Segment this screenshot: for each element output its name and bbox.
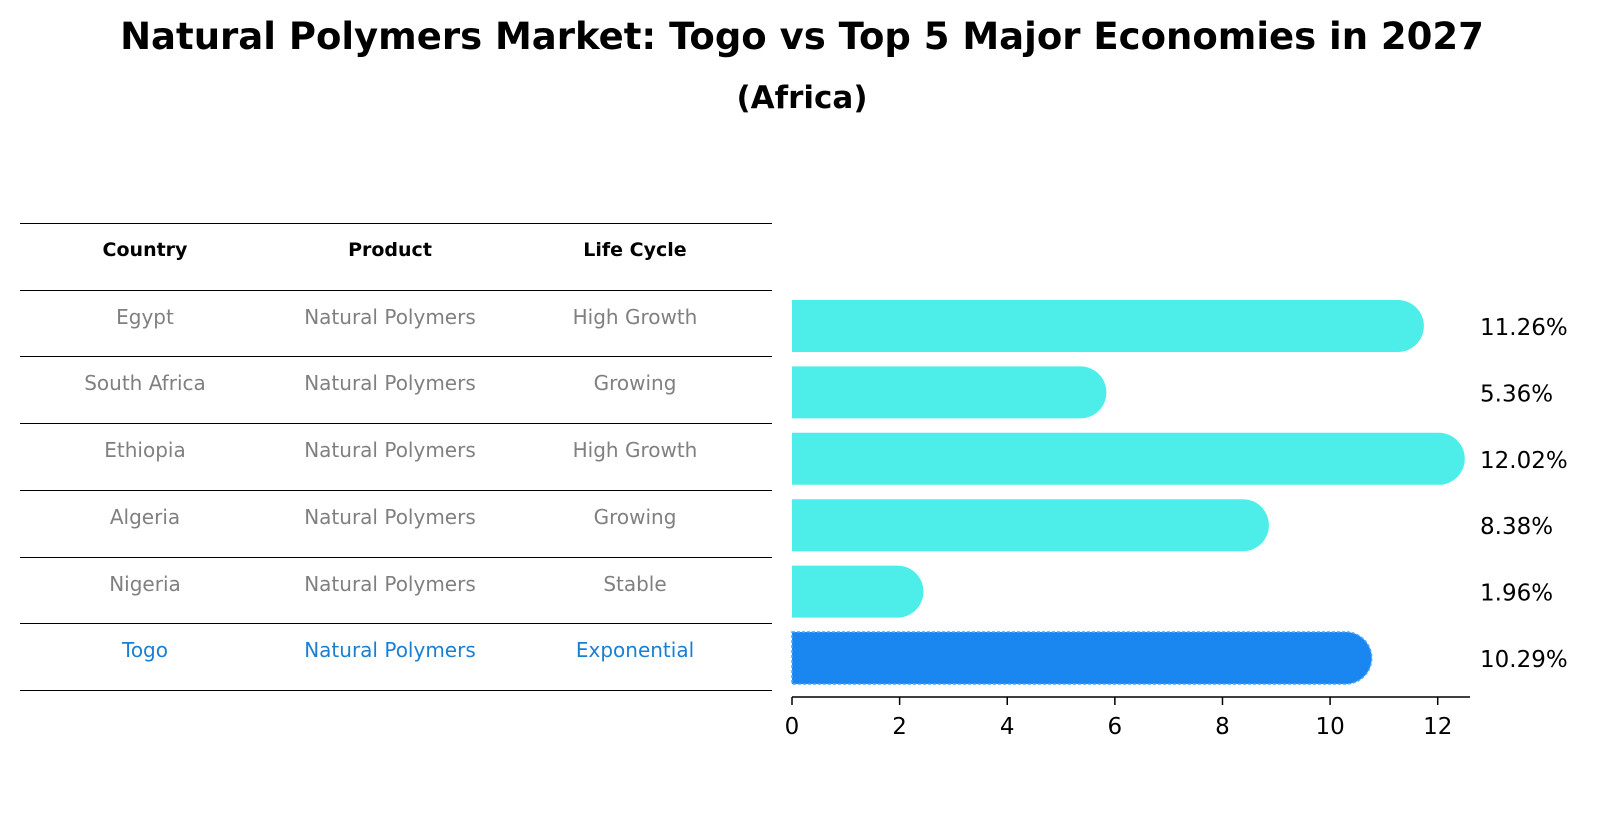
header-country: Country [102, 239, 188, 261]
bar-highlight [791, 631, 1373, 685]
cell-product: Natural Polymers [304, 305, 476, 329]
bar [792, 499, 1269, 552]
cell-country: Nigeria [109, 572, 181, 596]
x-tick-label: 0 [785, 714, 800, 740]
bar-value-label: 8.38% [1480, 514, 1553, 540]
table-rule [20, 490, 772, 491]
cell-product: Natural Polymers [304, 371, 476, 395]
bar-value-label: 5.36% [1480, 381, 1553, 407]
cell-country: Ethiopia [104, 438, 186, 462]
cell-country-highlight: Togo [122, 638, 168, 662]
bar-value-label: 10.29% [1480, 647, 1568, 673]
x-tick-label: 2 [892, 714, 907, 740]
x-tick-label: 10 [1315, 714, 1344, 740]
x-tick-label: 8 [1215, 714, 1230, 740]
table-rule [20, 623, 772, 624]
x-tick-label: 12 [1423, 714, 1452, 740]
table-rule [20, 356, 772, 357]
header-product: Product [348, 239, 432, 261]
chart-subtitle: (Africa) [736, 80, 868, 116]
chart-title: Natural Polymers Market: Togo vs Top 5 M… [120, 15, 1484, 58]
cell-life-cycle-highlight: Exponential [575, 638, 695, 662]
cell-life-cycle: High Growth [572, 305, 698, 329]
cell-country: Algeria [109, 505, 181, 529]
cell-life-cycle: Growing [593, 371, 677, 395]
table-rule [20, 423, 772, 424]
bar-value-label: 11.26% [1480, 315, 1568, 341]
cell-product-highlight: Natural Polymers [304, 638, 476, 662]
bar-value-label: 12.02% [1480, 448, 1568, 474]
x-tick-label: 4 [1000, 714, 1015, 740]
cell-country: South Africa [84, 371, 206, 395]
bar [792, 366, 1107, 419]
bar-value-label: 1.96% [1480, 581, 1553, 607]
table-rule [20, 557, 772, 558]
cell-life-cycle: High Growth [572, 438, 698, 462]
x-tick-label: 6 [1108, 714, 1123, 740]
table-rule [20, 690, 772, 691]
cell-product: Natural Polymers [304, 505, 476, 529]
bar [792, 432, 1465, 485]
cell-product: Natural Polymers [304, 438, 476, 462]
cell-life-cycle: Stable [603, 572, 667, 596]
table-rule [20, 290, 772, 291]
cell-product: Natural Polymers [304, 572, 476, 596]
table-rule [20, 223, 772, 224]
bar [792, 565, 924, 618]
cell-country: Egypt [116, 305, 174, 329]
cell-life-cycle: Growing [593, 505, 677, 529]
header-life-cycle: Life Cycle [583, 239, 687, 261]
bar [792, 300, 1424, 352]
